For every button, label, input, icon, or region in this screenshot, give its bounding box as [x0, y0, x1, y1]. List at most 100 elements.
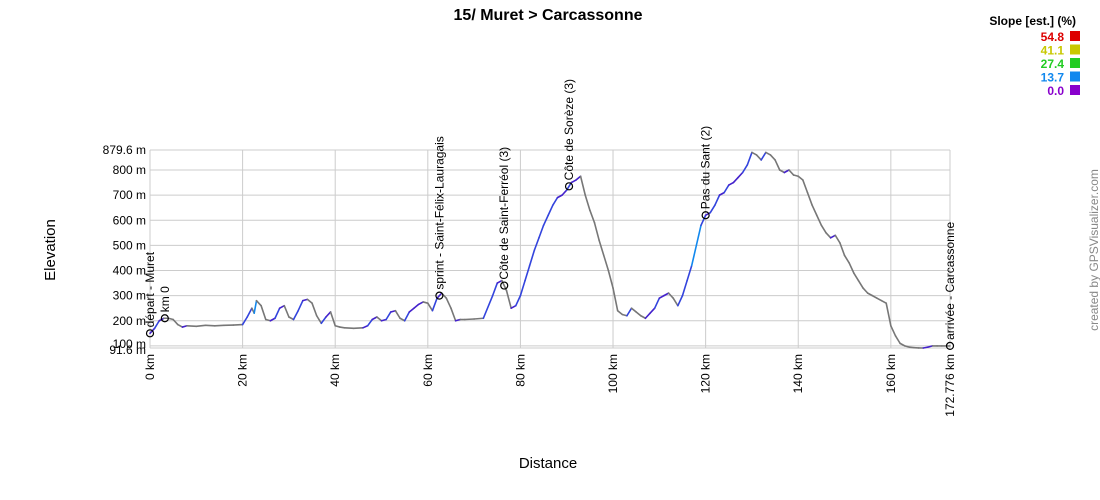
profile-segment — [413, 303, 420, 309]
waypoint-label: Pas du Sant (2) — [699, 126, 713, 209]
profile-segment — [482, 294, 494, 320]
x-tick-label: 120 km — [699, 354, 713, 393]
legend-swatch — [1070, 71, 1080, 82]
profile-segment — [524, 264, 531, 282]
profile-segment — [644, 312, 651, 320]
profile-segment — [246, 307, 253, 318]
waypoints: départ - Muret km 0 sprint - Saint-Félix-L… — [143, 79, 957, 350]
profile-segment — [672, 297, 679, 307]
legend-value: 27.4 — [1041, 57, 1065, 71]
legend: Slope [est.] (%) 54.841.127.413.70.0 — [989, 14, 1080, 98]
legend-swatch — [1070, 58, 1080, 68]
x-tick-label: 60 km — [421, 354, 435, 387]
profile-segment — [778, 169, 786, 174]
profile-segment — [176, 323, 184, 328]
y-tick-label: 200 m — [113, 314, 146, 328]
profile-segment — [853, 272, 860, 282]
profile-segment — [565, 181, 573, 191]
profile-segment — [612, 287, 619, 312]
profile-segment — [311, 302, 318, 317]
profile-segment — [260, 304, 267, 321]
profile-segment — [514, 294, 522, 307]
profile-segment — [806, 191, 813, 206]
profile-segment — [376, 316, 383, 322]
x-tick-label: 80 km — [513, 354, 527, 387]
profile-segment — [473, 317, 485, 320]
waypoint-label: sprint - Saint-Félix-Lauragais — [432, 136, 446, 289]
y-tick-label: 500 m — [113, 238, 146, 252]
profile-segment — [616, 309, 624, 316]
waypoint-label: Côte de Saint-Ferréol (3) — [497, 147, 511, 280]
profile-segment — [450, 307, 457, 322]
profile-segment — [686, 264, 693, 282]
waypoint-label: arrivée - Carcassonne — [943, 222, 957, 340]
profile-segment — [635, 311, 642, 317]
profile-segment — [820, 224, 827, 234]
profile-segment — [602, 254, 610, 272]
profile-segment — [408, 307, 415, 313]
profile-segment — [496, 279, 503, 284]
profile-segment — [403, 311, 411, 322]
profile-segment — [253, 299, 258, 315]
profile-segment — [320, 316, 327, 325]
profile-segment — [528, 249, 536, 267]
profile-segment — [255, 299, 262, 307]
waypoint-marker — [160, 314, 169, 323]
profile-segment — [431, 297, 438, 312]
profile-segment — [667, 292, 675, 299]
profile-segment — [278, 304, 286, 309]
profile-segment — [579, 175, 587, 196]
waypoint-label: Côte de Sorèze (3) — [562, 79, 576, 180]
profile-segment — [306, 298, 313, 304]
profile-segment — [153, 319, 161, 330]
profile-segment — [732, 176, 739, 184]
profile-segment — [575, 175, 582, 181]
profile-segment — [288, 316, 295, 321]
y-tick-label: 100 m — [113, 337, 146, 351]
profile-segment — [700, 214, 707, 227]
profile-segment — [607, 269, 614, 289]
profile-segment — [839, 242, 846, 257]
chart-title: 15/ Muret > Carcassonne — [454, 7, 643, 24]
profile-segment — [399, 317, 406, 322]
profile-segment — [547, 204, 554, 217]
y-tick-label: 400 m — [113, 264, 146, 278]
profile-segment — [362, 324, 369, 329]
profile-segment — [857, 279, 864, 289]
profile-segment — [626, 307, 633, 317]
profile-segment — [677, 294, 684, 307]
credit-text: created by GPSVisualizer.com — [1087, 169, 1100, 331]
y-tick-label: 600 m — [113, 213, 146, 227]
profile-segment — [343, 326, 355, 330]
waypoint-marker — [564, 182, 574, 191]
y-tick-label: 700 m — [113, 188, 146, 202]
profile-segment — [552, 196, 559, 206]
profile-segment — [589, 209, 596, 224]
profile-segment — [876, 297, 883, 302]
profile-segment — [542, 214, 550, 227]
profile-segment — [329, 311, 337, 327]
profile-segment — [783, 169, 790, 174]
profile-segment — [186, 324, 198, 328]
profile-segment — [584, 194, 591, 212]
profile-segment — [709, 204, 716, 214]
profile-segment — [315, 314, 323, 325]
profile-segment — [649, 307, 656, 315]
profile-segment — [445, 297, 452, 309]
profile-segment — [232, 323, 244, 326]
profile-segment — [663, 292, 670, 297]
profile-segment — [788, 169, 795, 176]
profile-segment — [894, 335, 901, 345]
profile-segment — [885, 302, 892, 327]
waypoint-marker — [945, 341, 955, 350]
y-tick-label: 879.6 m — [103, 143, 146, 157]
profile-segment — [241, 316, 249, 326]
profile-segment — [751, 151, 758, 156]
profile-segment — [890, 324, 897, 337]
waypoint-label: km 0 — [158, 286, 172, 312]
profile-segment — [714, 194, 721, 206]
profile-segment — [366, 318, 374, 327]
legend-swatch — [1070, 85, 1080, 95]
profile-segment — [274, 307, 281, 320]
legend-swatch — [1070, 31, 1080, 41]
